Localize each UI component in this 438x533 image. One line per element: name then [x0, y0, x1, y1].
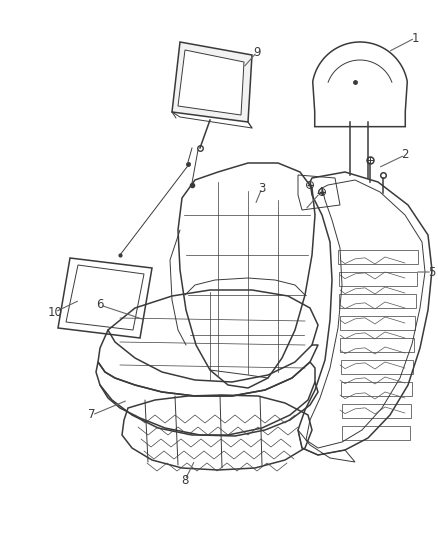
Text: 5: 5: [428, 265, 436, 279]
Text: 3: 3: [258, 182, 266, 195]
Text: 1: 1: [411, 31, 419, 44]
Polygon shape: [172, 42, 252, 122]
Text: 8: 8: [181, 473, 189, 487]
Text: 10: 10: [48, 305, 63, 319]
Text: 7: 7: [88, 408, 96, 422]
Polygon shape: [178, 50, 244, 115]
Text: 6: 6: [96, 298, 104, 311]
Text: 9: 9: [253, 45, 261, 59]
Text: 4: 4: [316, 187, 324, 199]
Text: 2: 2: [401, 149, 409, 161]
